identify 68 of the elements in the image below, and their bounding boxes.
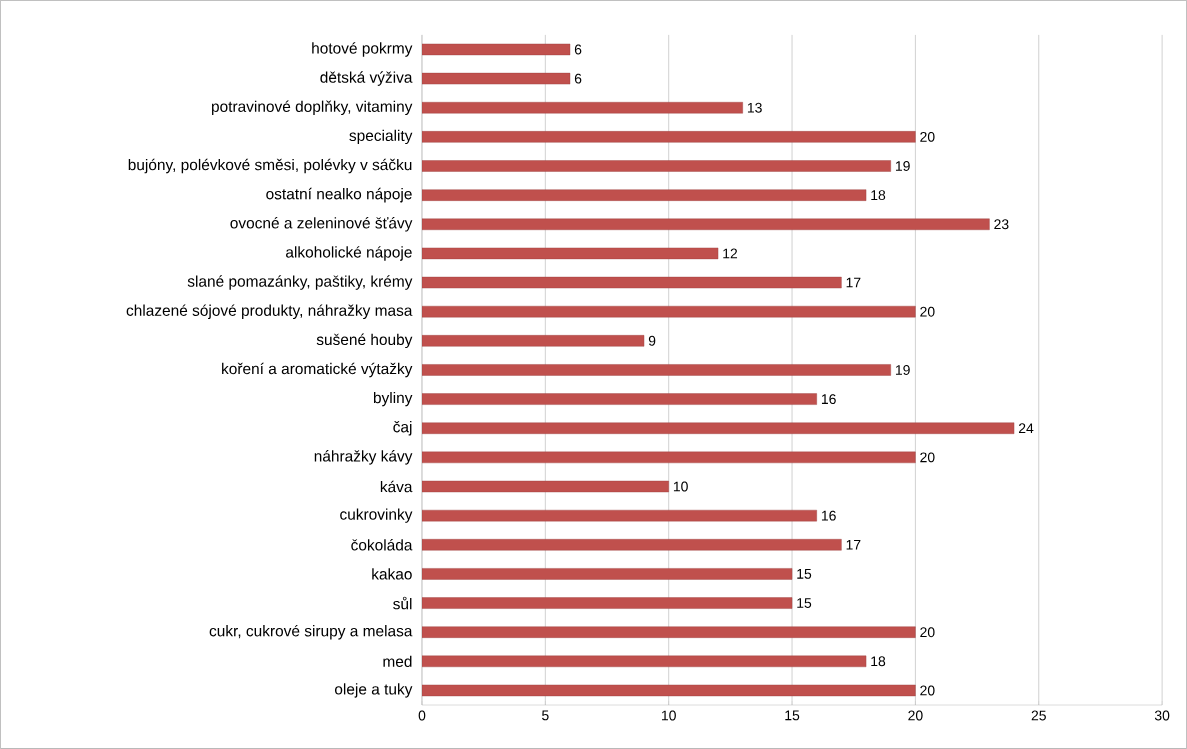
bar	[421, 422, 1015, 434]
y-tick-label: slané pomazánky, paštiky, krémy	[187, 275, 413, 290]
data-label: 17	[846, 540, 861, 550]
bar	[421, 189, 867, 201]
y-tick-label: náhražky kávy	[314, 450, 413, 465]
bar	[421, 306, 916, 318]
y-tick-label: sušené houby	[316, 333, 413, 349]
data-label: 18	[871, 190, 886, 201]
x-tick-label: 30	[1154, 710, 1170, 721]
y-tick-label: alkoholické nápoje	[286, 246, 412, 261]
x-tick-label: 10	[661, 710, 676, 721]
data-label: 15	[797, 598, 812, 608]
y-tick-label: bujóny, polévkové směsi, polévky v sáčku	[128, 158, 412, 174]
x-tick-label: 15	[785, 710, 800, 721]
y-tick-label: čaj	[393, 421, 412, 436]
bar	[421, 568, 793, 580]
data-label: 15	[797, 569, 812, 579]
bar	[421, 218, 990, 231]
bar	[421, 393, 817, 405]
data-label: 20	[920, 306, 935, 317]
data-label: 20	[920, 627, 935, 638]
data-label: 16	[821, 510, 836, 521]
y-tick-label: ostatní nealko nápoje	[266, 187, 412, 203]
data-label: 17	[846, 277, 861, 288]
bar	[421, 335, 645, 347]
data-label: 24	[1018, 423, 1034, 434]
x-tick-label: 5	[542, 710, 549, 721]
y-tick-label: čokoláda	[351, 539, 413, 551]
y-tick-label: cukrovinky	[340, 508, 413, 523]
data-label: 20	[920, 131, 935, 142]
x-tick-label: 25	[1031, 710, 1046, 721]
x-tick-label: 0	[418, 710, 426, 721]
y-tick-label: káva	[380, 480, 413, 493]
y-tick-label: sůl	[393, 596, 412, 610]
y-tick-label: hotové pokrmy	[312, 42, 413, 57]
data-label: 23	[994, 219, 1009, 230]
bar	[421, 597, 793, 609]
data-label: 10	[673, 481, 688, 492]
data-label: 9	[648, 335, 656, 346]
y-tick-label: byliny	[373, 391, 413, 407]
y-tick-label: speciality	[349, 129, 413, 145]
data-label: 16	[821, 394, 836, 405]
data-label: 6	[574, 44, 582, 55]
data-label: 19	[895, 161, 910, 171]
y-tick-label: kakao	[372, 568, 412, 580]
y-tick-label: dětská výživa	[320, 71, 413, 86]
y-tick-label: koření a aromatické výtažky	[222, 362, 413, 378]
bar	[421, 539, 842, 551]
bar	[421, 655, 867, 668]
data-label: 6	[574, 73, 582, 84]
data-label: 19	[895, 365, 910, 375]
x-tick-label: 20	[908, 710, 923, 721]
y-tick-label: potravinové doplňky, vitaminy	[212, 100, 413, 116]
bar	[421, 364, 891, 376]
bar	[421, 131, 916, 143]
data-label: 12	[723, 248, 738, 259]
y-tick-label: cukr, cukrové sirupy a melasa	[209, 624, 413, 640]
data-label: 20	[920, 685, 935, 696]
bar	[421, 102, 743, 114]
y-tick-label: oleje a tuky	[334, 683, 413, 698]
y-tick-label: ovocné a zeleninové šťávy	[230, 217, 413, 232]
y-tick-label: chlazené sójové produkty, náhražky masa	[126, 304, 413, 320]
bar	[421, 626, 916, 638]
data-label: 20	[920, 452, 935, 463]
data-label: 18	[871, 656, 886, 667]
y-tick-label: med	[383, 655, 412, 668]
data-label: 13	[747, 102, 762, 113]
bar	[421, 160, 891, 172]
